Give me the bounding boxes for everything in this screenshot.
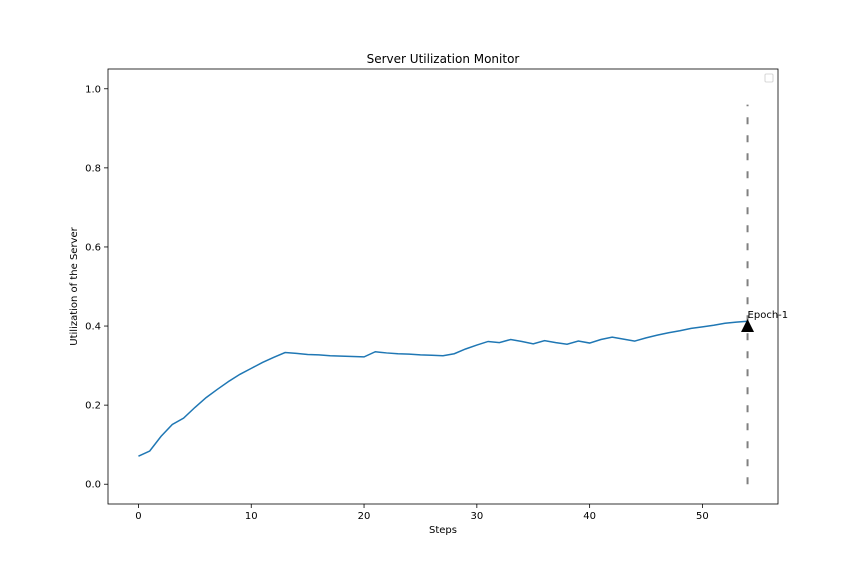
x-axis: 0 10 20 30 40 50 bbox=[135, 504, 709, 522]
y-tick-label: 0.0 bbox=[85, 480, 101, 491]
utilization-line bbox=[138, 320, 748, 457]
plot-area: Epoch-1 bbox=[138, 104, 789, 485]
y-axis: 0.0 0.2 0.4 0.6 0.8 1.0 bbox=[85, 84, 108, 491]
y-tick-label: 1.0 bbox=[85, 84, 101, 95]
y-axis-label: Utilization of the Server bbox=[69, 226, 80, 345]
x-tick-label: 30 bbox=[470, 511, 483, 522]
epoch-marker bbox=[741, 319, 755, 333]
x-tick-label: 50 bbox=[696, 511, 709, 522]
y-tick-label: 0.8 bbox=[85, 163, 101, 174]
plot-frame bbox=[107, 68, 779, 505]
chart-title: Server Utilization Monitor bbox=[367, 52, 520, 66]
y-tick-label: 0.6 bbox=[85, 242, 101, 253]
epoch-annotation: Epoch-1 bbox=[748, 310, 789, 321]
y-tick-label: 0.4 bbox=[85, 322, 101, 333]
y-tick-label: 0.2 bbox=[85, 401, 101, 412]
x-axis-label: Steps bbox=[429, 525, 457, 536]
legend-box bbox=[764, 73, 774, 83]
x-tick-label: 0 bbox=[135, 511, 141, 522]
x-tick-label: 40 bbox=[583, 511, 596, 522]
x-tick-label: 20 bbox=[358, 511, 371, 522]
x-tick-label: 10 bbox=[245, 511, 258, 522]
